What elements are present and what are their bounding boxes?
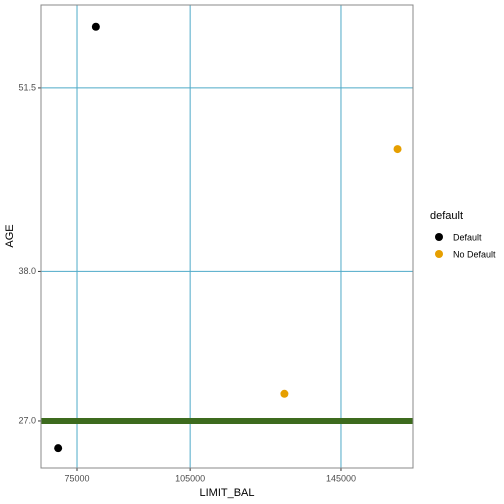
point bbox=[393, 145, 402, 154]
y-tick-label: 51.5 bbox=[18, 82, 36, 92]
legend-title: default bbox=[430, 210, 463, 222]
x-tick-label: 145000 bbox=[326, 473, 356, 483]
x-tick-label: 75000 bbox=[64, 473, 89, 483]
legend-label: No Default bbox=[453, 249, 496, 259]
legend-key bbox=[435, 250, 443, 258]
legend-key bbox=[435, 233, 443, 241]
x-tick-label: 105000 bbox=[175, 473, 205, 483]
legend-label: Default bbox=[453, 232, 482, 242]
point bbox=[54, 444, 63, 453]
y-tick-label: 27.0 bbox=[18, 415, 36, 425]
y-axis-label: AGE bbox=[4, 224, 16, 247]
panel-border bbox=[40, 4, 414, 469]
y-tick-label: 38.0 bbox=[18, 266, 36, 276]
x-axis-label: LIMIT_BAL bbox=[199, 487, 254, 499]
plot-panel bbox=[41, 5, 413, 468]
point bbox=[280, 389, 289, 398]
point bbox=[91, 22, 100, 31]
